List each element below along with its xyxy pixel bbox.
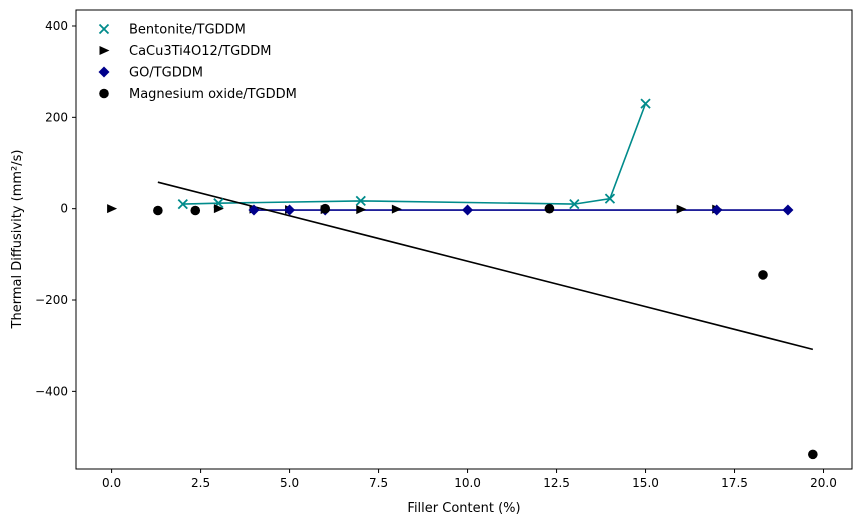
data-point	[676, 204, 687, 214]
trend-line	[157, 181, 814, 351]
x-tick-label: 10.0	[454, 476, 481, 490]
legend-marker	[98, 66, 110, 78]
x-tick-label: 20.0	[810, 476, 837, 490]
data-point	[356, 205, 367, 215]
x-tick-label: 2.5	[191, 476, 210, 490]
legend-label: GO/TGDDM	[129, 66, 203, 81]
x-tick-label: 17.5	[721, 476, 748, 490]
data-point	[640, 98, 651, 109]
data-point	[711, 204, 723, 216]
y-tick-label: 400	[45, 19, 68, 33]
legend-label: Magnesium oxide/TGDDM	[129, 87, 297, 102]
x-tick-label: 5.0	[280, 476, 299, 490]
y-tick-label: −200	[35, 293, 68, 307]
plot-area	[75, 9, 853, 470]
data-point	[248, 204, 260, 216]
legend-marker	[99, 46, 110, 55]
y-axis-ticks: −400 −200 0 200 400	[35, 19, 76, 398]
data-point	[782, 204, 794, 216]
data-point	[391, 204, 402, 214]
data-point	[284, 204, 296, 216]
data-point	[544, 203, 555, 214]
data-point	[190, 205, 201, 216]
x-tick-label: 7.5	[369, 476, 388, 490]
data-point	[107, 204, 118, 214]
series-markers	[107, 98, 818, 460]
legend-label: CaCu3Ti4O12/TGDDM	[129, 44, 271, 59]
x-axis-label: Filler Content (%)	[407, 501, 520, 516]
x-axis-ticks: 0.0 2.5 5.0 7.5 10.0 12.5 15.0 17.5 20.0	[102, 469, 837, 490]
data-point	[355, 195, 366, 207]
legend: Bentonite/TGDDM CaCu3Ti4O12/TGDDM GO/TGDDM…	[98, 23, 297, 102]
data-point	[569, 198, 580, 210]
data-point	[604, 193, 616, 204]
legend-label: Bentonite/TGDDM	[129, 23, 246, 38]
data-point	[808, 449, 818, 460]
legend-marker	[99, 88, 109, 99]
data-point	[320, 203, 330, 214]
series-line	[182, 103, 647, 205]
y-axis-label: Thermal Diffusivity (mm²/s)	[10, 150, 25, 330]
data-point	[758, 270, 768, 280]
legend-marker	[98, 23, 110, 35]
data-point	[153, 205, 163, 216]
x-tick-label: 0.0	[102, 476, 121, 490]
y-tick-label: −400	[35, 384, 68, 398]
data-point	[177, 198, 188, 210]
x-tick-label: 12.5	[543, 476, 570, 490]
x-tick-label: 15.0	[632, 476, 659, 490]
data-point	[462, 204, 474, 216]
y-tick-label: 0	[60, 202, 68, 216]
y-tick-label: 200	[45, 110, 68, 124]
data-point	[213, 204, 224, 214]
